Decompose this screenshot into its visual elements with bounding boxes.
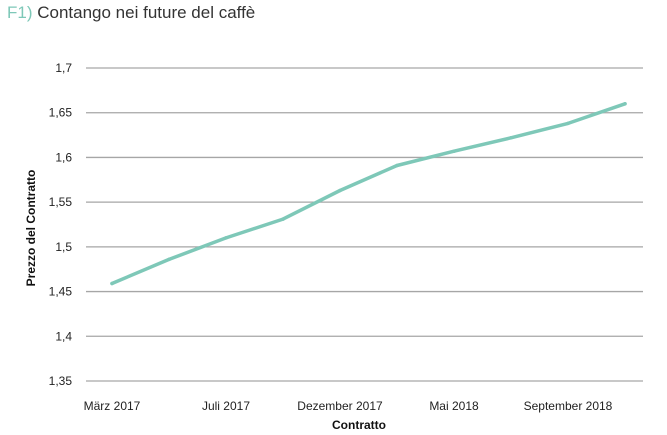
x-tick-label: September 2018: [524, 399, 613, 413]
data-point: [338, 188, 342, 193]
chart-title-prefix: F1): [7, 3, 33, 22]
grid-lines: [86, 67, 643, 382]
y-tick-label: 1,55: [49, 195, 73, 209]
y-tick-label: 1,45: [49, 285, 73, 299]
y-tick-label: 1,7: [55, 61, 72, 75]
data-point: [224, 236, 228, 240]
y-axis-tick-labels: 1,35 1,4 1,45 1,5 1,55 1,6 1,65 1,7: [49, 61, 73, 388]
x-tick-label: Juli 2017: [202, 399, 250, 413]
y-tick-label: 1,65: [49, 106, 73, 120]
x-tick-label: Dezember 2017: [297, 399, 383, 413]
chart-title: F1) Contango nei future del caffè: [7, 3, 255, 23]
data-point: [395, 163, 399, 168]
series-line: [110, 102, 627, 286]
x-tick-label: Mai 2018: [429, 399, 479, 413]
y-tick-label: 1,5: [55, 240, 72, 254]
data-point: [452, 149, 456, 153]
y-tick-label: 1,4: [55, 329, 72, 343]
data-point: [566, 121, 570, 126]
y-axis-title: Prezzo del Contratto: [24, 170, 38, 287]
y-tick-label: 1,35: [49, 374, 73, 388]
chart-title-text: Contango nei future del caffè: [37, 3, 256, 22]
x-tick-label: März 2017: [84, 399, 141, 413]
data-point: [110, 281, 114, 286]
data-point: [167, 257, 171, 262]
x-axis-title: Contratto: [332, 418, 386, 432]
x-axis-tick-labels: März 2017 Juli 2017 Dezember 2017 Mai 2018 S…: [84, 399, 613, 413]
data-point: [623, 102, 627, 106]
series-layer: [110, 102, 627, 286]
data-point: [281, 217, 285, 221]
data-point: [509, 136, 513, 140]
y-tick-label: 1,6: [55, 150, 72, 164]
